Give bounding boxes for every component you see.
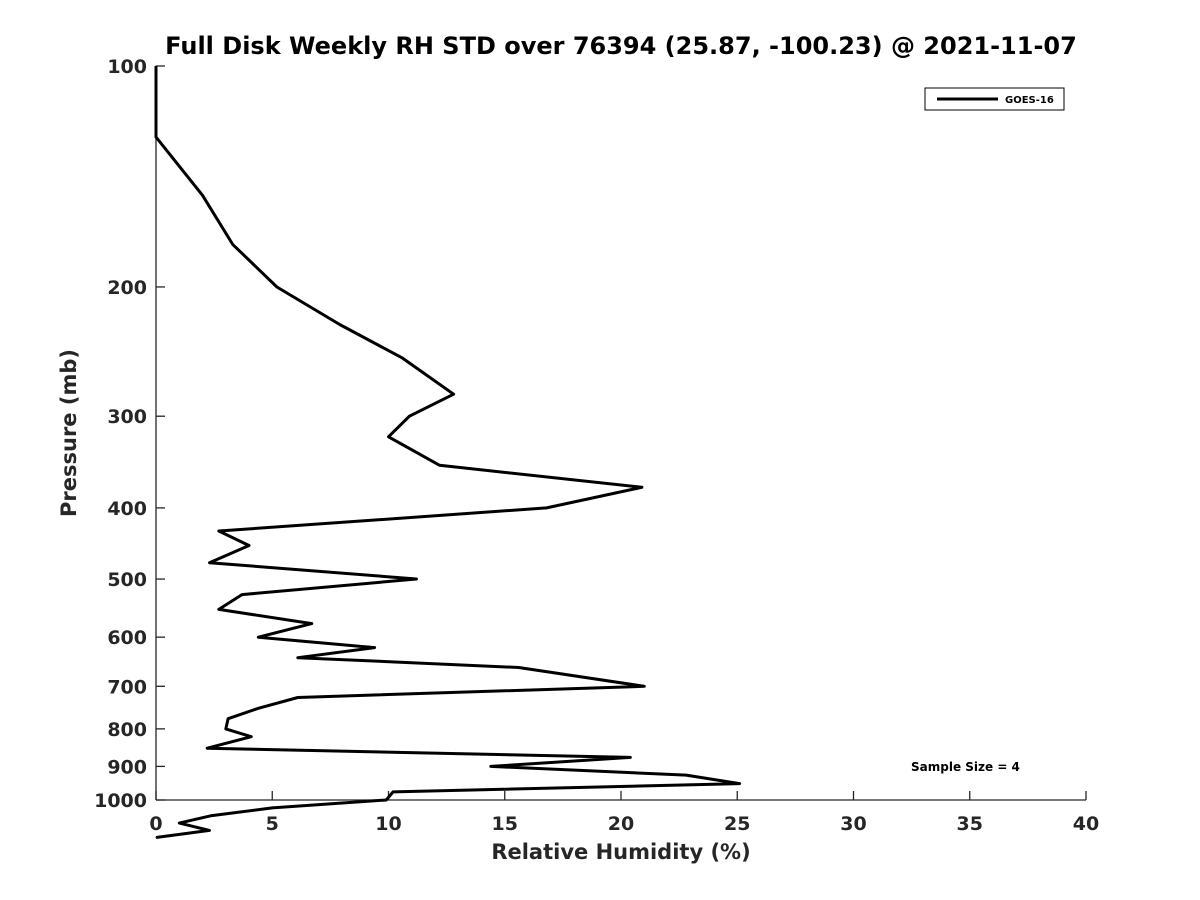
data-point xyxy=(385,799,387,801)
data-point xyxy=(241,594,243,596)
data-point xyxy=(685,774,687,776)
y-tick-label: 800 xyxy=(107,719,147,741)
data-point xyxy=(271,807,273,809)
data-point xyxy=(739,783,741,785)
data-point xyxy=(276,286,278,288)
data-point xyxy=(453,393,455,395)
series-points xyxy=(155,65,741,839)
y-tick-label: 100 xyxy=(107,56,147,78)
y-tick-label: 700 xyxy=(107,676,147,698)
data-point xyxy=(257,636,259,638)
data-point xyxy=(401,357,403,359)
data-point xyxy=(178,822,180,824)
data-point xyxy=(218,530,220,532)
data-point xyxy=(211,815,213,817)
y-tick-label: 300 xyxy=(107,406,147,428)
data-point xyxy=(439,464,441,466)
y-tick-label: 900 xyxy=(107,756,147,778)
data-point xyxy=(641,486,643,488)
data-point xyxy=(232,243,234,245)
x-axis-label: Relative Humidity (%) xyxy=(491,840,750,864)
data-point xyxy=(297,696,299,698)
data-point xyxy=(388,436,389,438)
data-point xyxy=(297,657,299,659)
y-tick-label: 500 xyxy=(107,569,147,591)
x-tick-label: 0 xyxy=(149,813,162,835)
y-ticks: 100 200 300 400 500 600 700 800 900 1000 xyxy=(94,56,165,812)
data-point xyxy=(227,718,229,720)
data-point xyxy=(408,415,410,417)
x-tick-label: 20 xyxy=(608,813,634,835)
data-point xyxy=(202,194,203,196)
legend: GOES-16 xyxy=(924,87,1065,111)
x-tick-label: 40 xyxy=(1073,813,1099,835)
data-point xyxy=(155,136,157,138)
y-axis-label: Pressure (mb) xyxy=(57,349,81,517)
y-tick-label: 1000 xyxy=(94,790,147,812)
data-point xyxy=(155,65,157,67)
x-tick-label: 25 xyxy=(724,813,750,835)
data-point xyxy=(629,756,631,758)
x-ticks: 0 5 10 15 20 25 30 35 40 xyxy=(149,791,1099,835)
axes: 0 5 10 15 20 25 30 35 40 100 200 300 400 500 600 700 80… xyxy=(94,56,1099,835)
data-point xyxy=(218,608,220,610)
data-point xyxy=(374,647,376,649)
data-point xyxy=(248,544,250,546)
y-tick-label: 400 xyxy=(107,498,147,520)
data-point xyxy=(155,837,157,839)
data-point xyxy=(518,667,520,669)
data-point xyxy=(208,562,210,564)
data-point xyxy=(339,324,341,326)
y-tick-label: 600 xyxy=(107,627,147,649)
x-tick-label: 30 xyxy=(840,813,866,835)
x-tick-label: 15 xyxy=(492,813,518,835)
data-point xyxy=(546,507,548,509)
data-point xyxy=(206,747,208,749)
data-point xyxy=(250,736,252,738)
x-tick-label: 5 xyxy=(266,813,279,835)
data-point xyxy=(643,685,645,687)
legend-label: GOES-16 xyxy=(1005,95,1054,106)
chart-title: Full Disk Weekly RH STD over 76394 (25.8… xyxy=(165,32,1077,60)
x-tick-label: 10 xyxy=(375,813,401,835)
data-point xyxy=(415,578,417,580)
y-tick-label: 200 xyxy=(107,277,147,299)
data-point xyxy=(225,728,227,730)
series-line-goes16 xyxy=(154,66,742,839)
data-point xyxy=(208,829,210,831)
data-point xyxy=(257,707,259,709)
x-tick-label: 35 xyxy=(957,813,983,835)
sample-size-annotation: Sample Size = 4 xyxy=(911,760,1020,774)
data-point xyxy=(392,791,394,793)
data-point xyxy=(311,623,313,625)
data-point xyxy=(490,765,492,767)
